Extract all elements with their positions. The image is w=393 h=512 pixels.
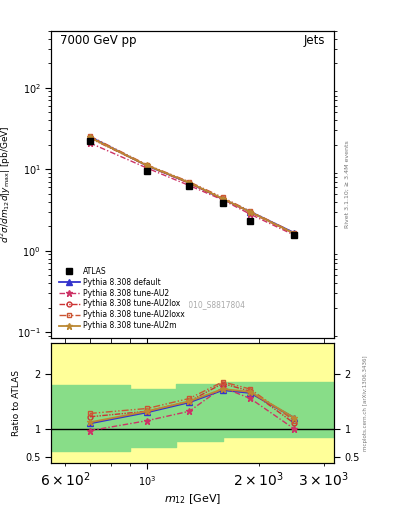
- Line: Pythia 8.308 tune-AU2lox: Pythia 8.308 tune-AU2lox: [87, 136, 297, 237]
- ATLAS: [187, 183, 192, 189]
- Line: Pythia 8.308 tune-AU2: Pythia 8.308 tune-AU2: [86, 139, 298, 239]
- Pythia 8.308 tune-AU2loxx: [145, 162, 149, 168]
- Legend: ATLAS, Pythia 8.308 default, Pythia 8.308 tune-AU2, Pythia 8.308 tune-AU2lox, Py: ATLAS, Pythia 8.308 default, Pythia 8.30…: [55, 263, 189, 334]
- Pythia 8.308 tune-AU2lox: [220, 196, 225, 202]
- Pythia 8.308 tune-AU2loxx: [187, 179, 192, 185]
- ATLAS: [88, 138, 92, 144]
- Pythia 8.308 tune-AU2m: [88, 134, 92, 140]
- Pythia 8.308 tune-AU2m: [145, 162, 149, 168]
- Pythia 8.308 default: [145, 163, 149, 169]
- Pythia 8.308 default: [220, 196, 225, 202]
- Text: Jets: Jets: [304, 34, 325, 47]
- Line: Pythia 8.308 tune-AU2loxx: Pythia 8.308 tune-AU2loxx: [87, 134, 297, 236]
- Pythia 8.308 tune-AU2: [220, 197, 225, 203]
- Line: Pythia 8.308 default: Pythia 8.308 default: [87, 134, 297, 236]
- Pythia 8.308 tune-AU2lox: [145, 163, 149, 169]
- ATLAS: [220, 200, 225, 206]
- Pythia 8.308 tune-AU2: [292, 232, 297, 238]
- X-axis label: $m_{12}$ [GeV]: $m_{12}$ [GeV]: [164, 492, 221, 506]
- Pythia 8.308 tune-AU2lox: [292, 231, 297, 237]
- Pythia 8.308 tune-AU2: [88, 140, 92, 146]
- Pythia 8.308 default: [187, 180, 192, 186]
- Pythia 8.308 tune-AU2lox: [88, 135, 92, 141]
- Text: 7000 GeV pp: 7000 GeV pp: [60, 34, 136, 47]
- Pythia 8.308 tune-AU2m: [248, 209, 253, 215]
- Pythia 8.308 tune-AU2loxx: [88, 133, 92, 139]
- Pythia 8.308 default: [248, 209, 253, 215]
- Pythia 8.308 tune-AU2loxx: [248, 208, 253, 215]
- Pythia 8.308 tune-AU2: [187, 182, 192, 188]
- ATLAS: [145, 168, 149, 174]
- Y-axis label: mcplots.cern.ch [arXiv:1306.3436]: mcplots.cern.ch [arXiv:1306.3436]: [363, 355, 367, 451]
- Pythia 8.308 tune-AU2lox: [248, 209, 253, 216]
- Pythia 8.308 default: [292, 230, 297, 236]
- Pythia 8.308 tune-AU2loxx: [292, 230, 297, 236]
- Y-axis label: Rivet 3.1.10; ≥ 3.4M events: Rivet 3.1.10; ≥ 3.4M events: [344, 140, 349, 228]
- ATLAS: [248, 218, 253, 224]
- Line: ATLAS: ATLAS: [87, 138, 298, 238]
- Y-axis label: $d^{2}\sigma/dm_{12}d|y_{\rm max}|$ [pb/GeV]: $d^{2}\sigma/dm_{12}d|y_{\rm max}|$ [pb/…: [0, 125, 13, 243]
- Pythia 8.308 tune-AU2m: [220, 196, 225, 202]
- Text: ATLAS_2010_S8817804: ATLAS_2010_S8817804: [156, 300, 246, 309]
- ATLAS: [292, 232, 297, 238]
- Pythia 8.308 tune-AU2lox: [187, 180, 192, 186]
- Pythia 8.308 tune-AU2m: [187, 180, 192, 186]
- Pythia 8.308 tune-AU2: [248, 211, 253, 217]
- Y-axis label: Ratio to ATLAS: Ratio to ATLAS: [12, 370, 21, 436]
- Pythia 8.308 tune-AU2loxx: [220, 195, 225, 201]
- Line: Pythia 8.308 tune-AU2m: Pythia 8.308 tune-AU2m: [86, 134, 298, 237]
- Pythia 8.308 tune-AU2: [145, 165, 149, 171]
- Pythia 8.308 tune-AU2m: [292, 230, 297, 237]
- Pythia 8.308 default: [88, 134, 92, 140]
